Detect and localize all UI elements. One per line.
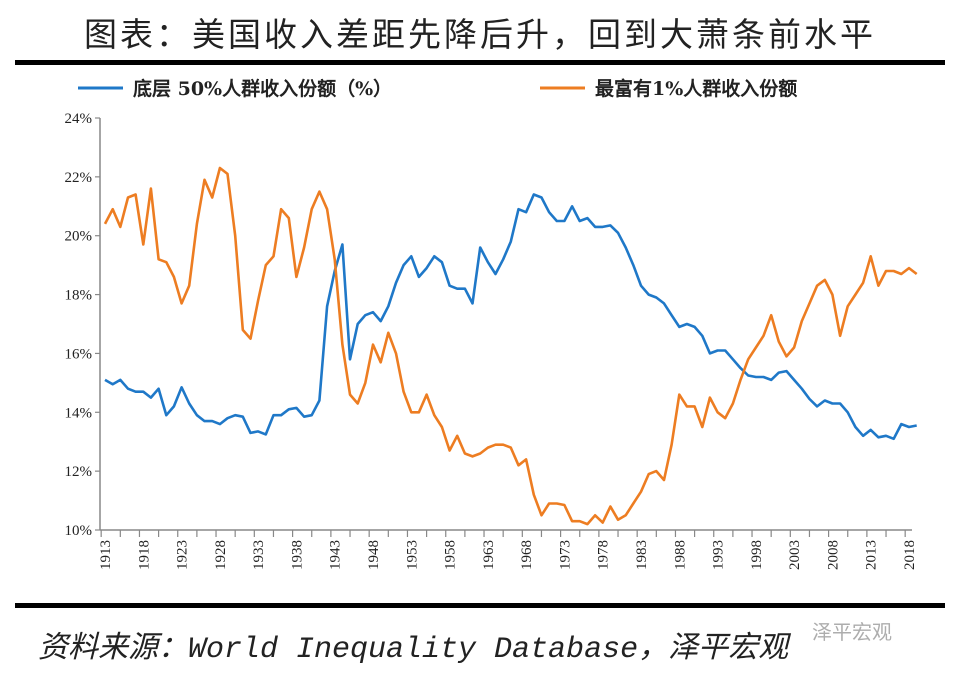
y-tick-label: 24% [65, 111, 93, 127]
x-tick-label: 1923 [175, 540, 191, 570]
x-tick-label: 1983 [634, 540, 650, 570]
watermark: 泽平宏观 [812, 620, 892, 644]
x-tick-label: 1978 [596, 540, 612, 570]
series-line-top-1 [103, 166, 918, 526]
top-divider [15, 60, 945, 65]
x-tick-label: 1918 [136, 540, 152, 570]
series-lines [103, 166, 918, 526]
x-tick-label: 1998 [749, 540, 765, 570]
x-tick-label: 1993 [711, 540, 727, 570]
bottom-divider [15, 603, 945, 608]
x-tick-label: 1938 [289, 540, 305, 570]
legend-label: 最富有1%人群收入份额 [595, 77, 797, 100]
chart-title: 图表：美国收入差距先降后升，回到大萧条前水平 [84, 15, 876, 54]
x-tick-label: 1953 [404, 540, 420, 570]
x-tick-label: 1913 [98, 540, 114, 570]
x-tick-label: 1973 [557, 540, 573, 570]
legend-label: 底层 50%人群收入份额（%） [133, 77, 392, 100]
source-note: 资料来源：World Inequality Database，泽平宏观 [38, 633, 789, 667]
legend: 底层 50%人群收入份额（%） 最富有1%人群收入份额 [78, 77, 797, 100]
y-tick-label: 12% [65, 464, 93, 480]
x-tick-label: 1943 [328, 540, 344, 570]
y-tick-label: 22% [65, 170, 93, 186]
axes: 10% 12% 14% 16% 18% 20% 22% 24% 1913 1918 1923 1928… [65, 111, 919, 570]
line-chart: 底层 50%人群收入份额（%） 最富有1%人群收入份额 10%12%14%16%1… [65, 77, 919, 570]
x-tick-label: 1968 [519, 540, 535, 570]
x-tick-label: 1933 [251, 540, 267, 570]
x-tick-label: 1948 [366, 540, 382, 570]
x-tick-label: 2013 [864, 540, 880, 570]
series-line-bottom-50 [104, 193, 917, 441]
x-tick-label: 2018 [902, 540, 918, 570]
x-tick-label: 2008 [825, 540, 841, 570]
y-tick-label: 14% [65, 405, 93, 421]
y-tick-label: 10% [65, 523, 93, 539]
x-tick-label: 1928 [213, 540, 229, 570]
y-tick-label: 16% [65, 346, 93, 362]
x-tick-label: 1963 [481, 540, 497, 570]
x-tick-label: 2003 [787, 540, 803, 570]
y-tick-label: 20% [65, 229, 93, 245]
x-tick-label: 1988 [672, 540, 688, 570]
x-tick-label: 1958 [443, 540, 459, 570]
y-tick-label: 18% [65, 288, 93, 304]
